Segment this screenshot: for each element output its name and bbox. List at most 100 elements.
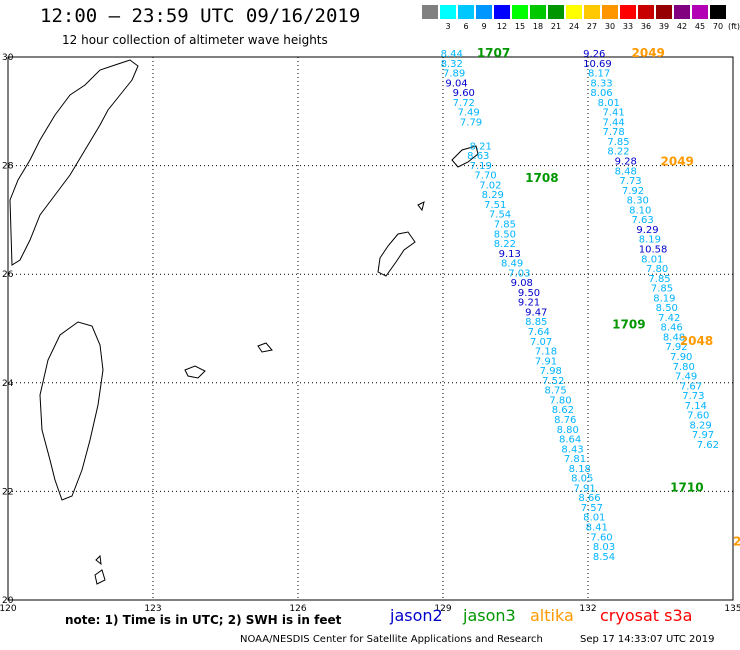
wave-value-track-b: 7.14 (685, 401, 707, 412)
wave-value-track-a: 8.03 (593, 542, 615, 553)
pass-number-label: 2049 (661, 155, 694, 169)
wave-value-track-b: 8.19 (653, 293, 675, 304)
wave-value-track-a: 8.43 (561, 444, 583, 455)
wave-value-track-b: 8.48 (663, 332, 685, 343)
scale-swatch (638, 5, 654, 19)
credit-line: NOAA/NESDIS Center for Satellite Applica… (240, 634, 543, 645)
scale-label: 70 (712, 22, 724, 31)
wave-value-track-b: 7.73 (682, 391, 704, 402)
lat-tick-label: 30 (2, 53, 14, 63)
wave-value-track-a: 8.50 (494, 229, 516, 240)
wave-value-track-a: 7.81 (564, 454, 586, 465)
page-title: 12:00 – 23:59 UTC 09/16/2019 (40, 5, 361, 27)
scale-swatch (512, 5, 528, 19)
wave-value-track-a: 8.44 (441, 49, 463, 60)
okinawa-island (377, 231, 416, 277)
wave-value-track-b: 7.44 (603, 117, 625, 128)
wave-value-track-a: 8.21 (470, 141, 492, 152)
lon-tick-label: 123 (144, 604, 161, 614)
taiwan-outline (39, 321, 104, 501)
wave-value-track-a: 9.50 (518, 288, 540, 299)
wave-value-track-a: 8.32 (441, 59, 463, 70)
scale-label: 18 (532, 22, 544, 31)
wave-value-track-a: 7.07 (530, 337, 552, 348)
amami-island (451, 145, 479, 168)
scale-swatch (494, 5, 510, 19)
scale-swatch (530, 5, 546, 19)
wave-value-track-b: 8.01 (641, 254, 663, 265)
scale-swatch (476, 5, 492, 19)
pass-number-label: 1710 (670, 480, 703, 494)
lat-tick-label: 24 (2, 379, 14, 389)
pass-number-label: 20 (733, 535, 740, 549)
scale-label: 33 (622, 22, 634, 31)
wave-value-track-b: 7.62 (697, 440, 719, 451)
wave-value-track-b: 7.63 (632, 215, 654, 226)
scale-swatch (710, 5, 726, 19)
timestamp: Sep 17 14:33:07 UTC 2019 (580, 634, 715, 645)
pass-number-label: 1709 (612, 318, 645, 332)
pass-labels: 1707 2049 2049 1708 1709 2048 1710 20 (477, 46, 740, 549)
wave-value-track-b: 9.29 (636, 225, 658, 236)
scale-label: 42 (676, 22, 688, 31)
pass-number-label: 1708 (525, 171, 558, 185)
scale-label: 45 (694, 22, 706, 31)
lon-tick-label: 120 (0, 604, 17, 614)
lon-tick-label: 135 (724, 604, 740, 614)
pass-number-label: 2048 (680, 334, 713, 348)
island-small-1 (417, 201, 425, 212)
scale-label: 27 (586, 22, 598, 31)
wave-value-track-a: 7.64 (528, 327, 550, 338)
wave-value-track-a: 8.66 (578, 493, 600, 504)
wave-value-track-a: 8.85 (525, 317, 547, 328)
wave-value-track-b: 8.22 (607, 147, 629, 158)
island-ishigaki (257, 342, 273, 353)
wave-value-track-b: 7.80 (673, 362, 695, 373)
wave-value-track-b: 8.50 (656, 303, 678, 314)
wave-value-track-a: 7.85 (494, 220, 516, 231)
wave-value-track-a: 9.08 (511, 278, 533, 289)
wave-value-track-b: 7.85 (607, 137, 629, 148)
legend-entry: jason2 (390, 606, 443, 625)
scale-label: 30 (604, 22, 616, 31)
scale-label: 3 (445, 22, 451, 31)
wave-value-track-a: 7.72 (453, 98, 475, 109)
wave-value-track-a: 9.21 (518, 298, 540, 309)
scale-label: 9 (481, 22, 487, 31)
lat-tick-label: 26 (2, 270, 14, 280)
wave-value-track-b: 8.46 (661, 323, 683, 334)
lat-tick-label: 20 (2, 596, 14, 606)
wave-value-track-a: 8.22 (494, 239, 516, 250)
wave-value-track-b: 7.92 (665, 342, 687, 353)
pass-number-label: 2049 (632, 46, 665, 60)
wave-value-track-a: 7.70 (474, 171, 496, 182)
wave-value-track-a: 7.60 (590, 532, 612, 543)
wave-value-track-b: 10.69 (583, 59, 612, 70)
wave-value-track-a: 7.51 (484, 200, 506, 211)
wave-value-track-b: 7.85 (651, 284, 673, 295)
wave-value-track-b: 7.85 (648, 274, 670, 285)
wave-value-track-b: 8.10 (629, 205, 651, 216)
lon-tick-label: 132 (579, 604, 596, 614)
wave-height-tracks: 8.448.327.899.049.607.727.497.798.218.63… (441, 49, 719, 563)
wave-value-track-a: 7.98 (540, 366, 562, 377)
scale-label: 21 (550, 22, 562, 31)
wave-value-track-a: 7.54 (489, 210, 511, 221)
page-subtitle: 12 hour collection of altimeter wave hei… (62, 33, 328, 47)
wave-value-track-a: 7.91 (535, 356, 557, 367)
scale-swatch (602, 5, 618, 19)
wave-value-track-a: 7.19 (470, 161, 492, 172)
wave-value-track-a: 7.80 (549, 395, 571, 406)
scale-unit: (ft) (728, 22, 740, 31)
scale-swatch (548, 5, 564, 19)
wave-value-track-a: 7.91 (574, 483, 596, 494)
scale-swatch (584, 5, 600, 19)
wave-value-track-b: 7.97 (692, 430, 714, 441)
wave-value-track-a: 8.18 (569, 464, 591, 475)
scale-label: 36 (640, 22, 652, 31)
wave-value-track-a: 8.49 (501, 259, 523, 270)
wave-value-track-a: 7.52 (542, 376, 564, 387)
wave-value-track-a: 9.13 (499, 249, 521, 260)
scale-swatch (620, 5, 636, 19)
